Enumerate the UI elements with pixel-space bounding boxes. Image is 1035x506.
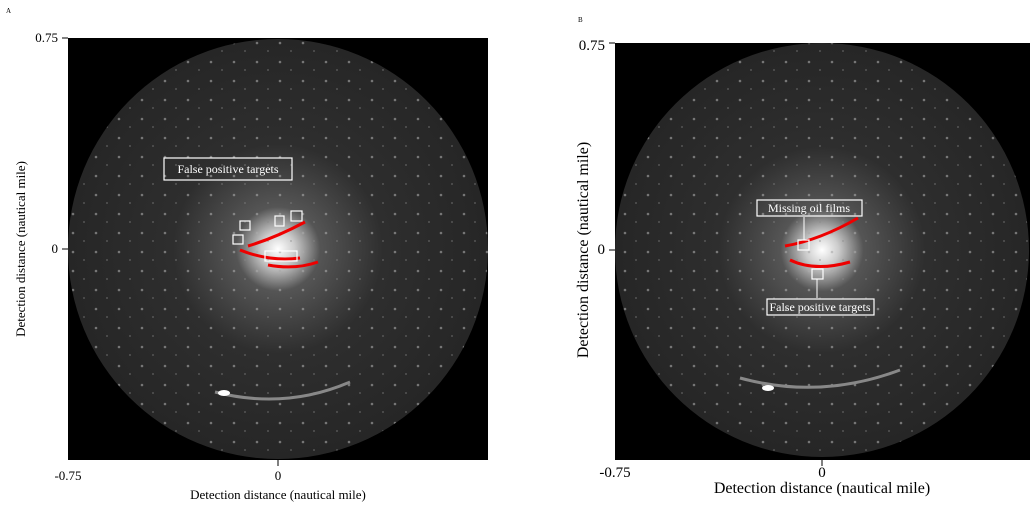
x-axis-label: Detection distance (nautical mile) bbox=[714, 480, 930, 497]
y-tick-label: 0.75 bbox=[579, 38, 605, 54]
y-tick-label: 0.75 bbox=[35, 30, 58, 45]
radar-echo bbox=[762, 385, 774, 391]
panel-a: A False positive targets 0.75 0 -0.75 0 … bbox=[6, 7, 488, 502]
panel-b: B Missing oil films False positive targe… bbox=[575, 16, 1030, 497]
annotation: False positive targets bbox=[769, 300, 870, 314]
panel-label: A bbox=[6, 7, 11, 15]
y-tick-label: 0 bbox=[598, 242, 606, 258]
radar-echo bbox=[218, 390, 230, 396]
annotation: Missing oil films bbox=[768, 201, 850, 215]
y-axis-label: Detection distance (nautical mile) bbox=[575, 142, 592, 358]
x-tick-label: -0.75 bbox=[599, 465, 630, 481]
panel-label: B bbox=[578, 16, 583, 24]
radar-noise bbox=[68, 39, 488, 459]
y-tick-label: 0 bbox=[52, 241, 59, 256]
x-tick-label: 0 bbox=[818, 465, 826, 481]
x-tick-label: 0 bbox=[275, 468, 282, 483]
x-axis-label: Detection distance (nautical mile) bbox=[190, 487, 366, 502]
y-axis-label: Detection distance (nautical mile) bbox=[13, 161, 28, 337]
annotation: False positive targets bbox=[177, 162, 278, 176]
radar-noise bbox=[615, 43, 1029, 457]
x-tick-label: -0.75 bbox=[54, 468, 81, 483]
figure: A False positive targets 0.75 0 -0.75 0 … bbox=[0, 0, 1035, 506]
